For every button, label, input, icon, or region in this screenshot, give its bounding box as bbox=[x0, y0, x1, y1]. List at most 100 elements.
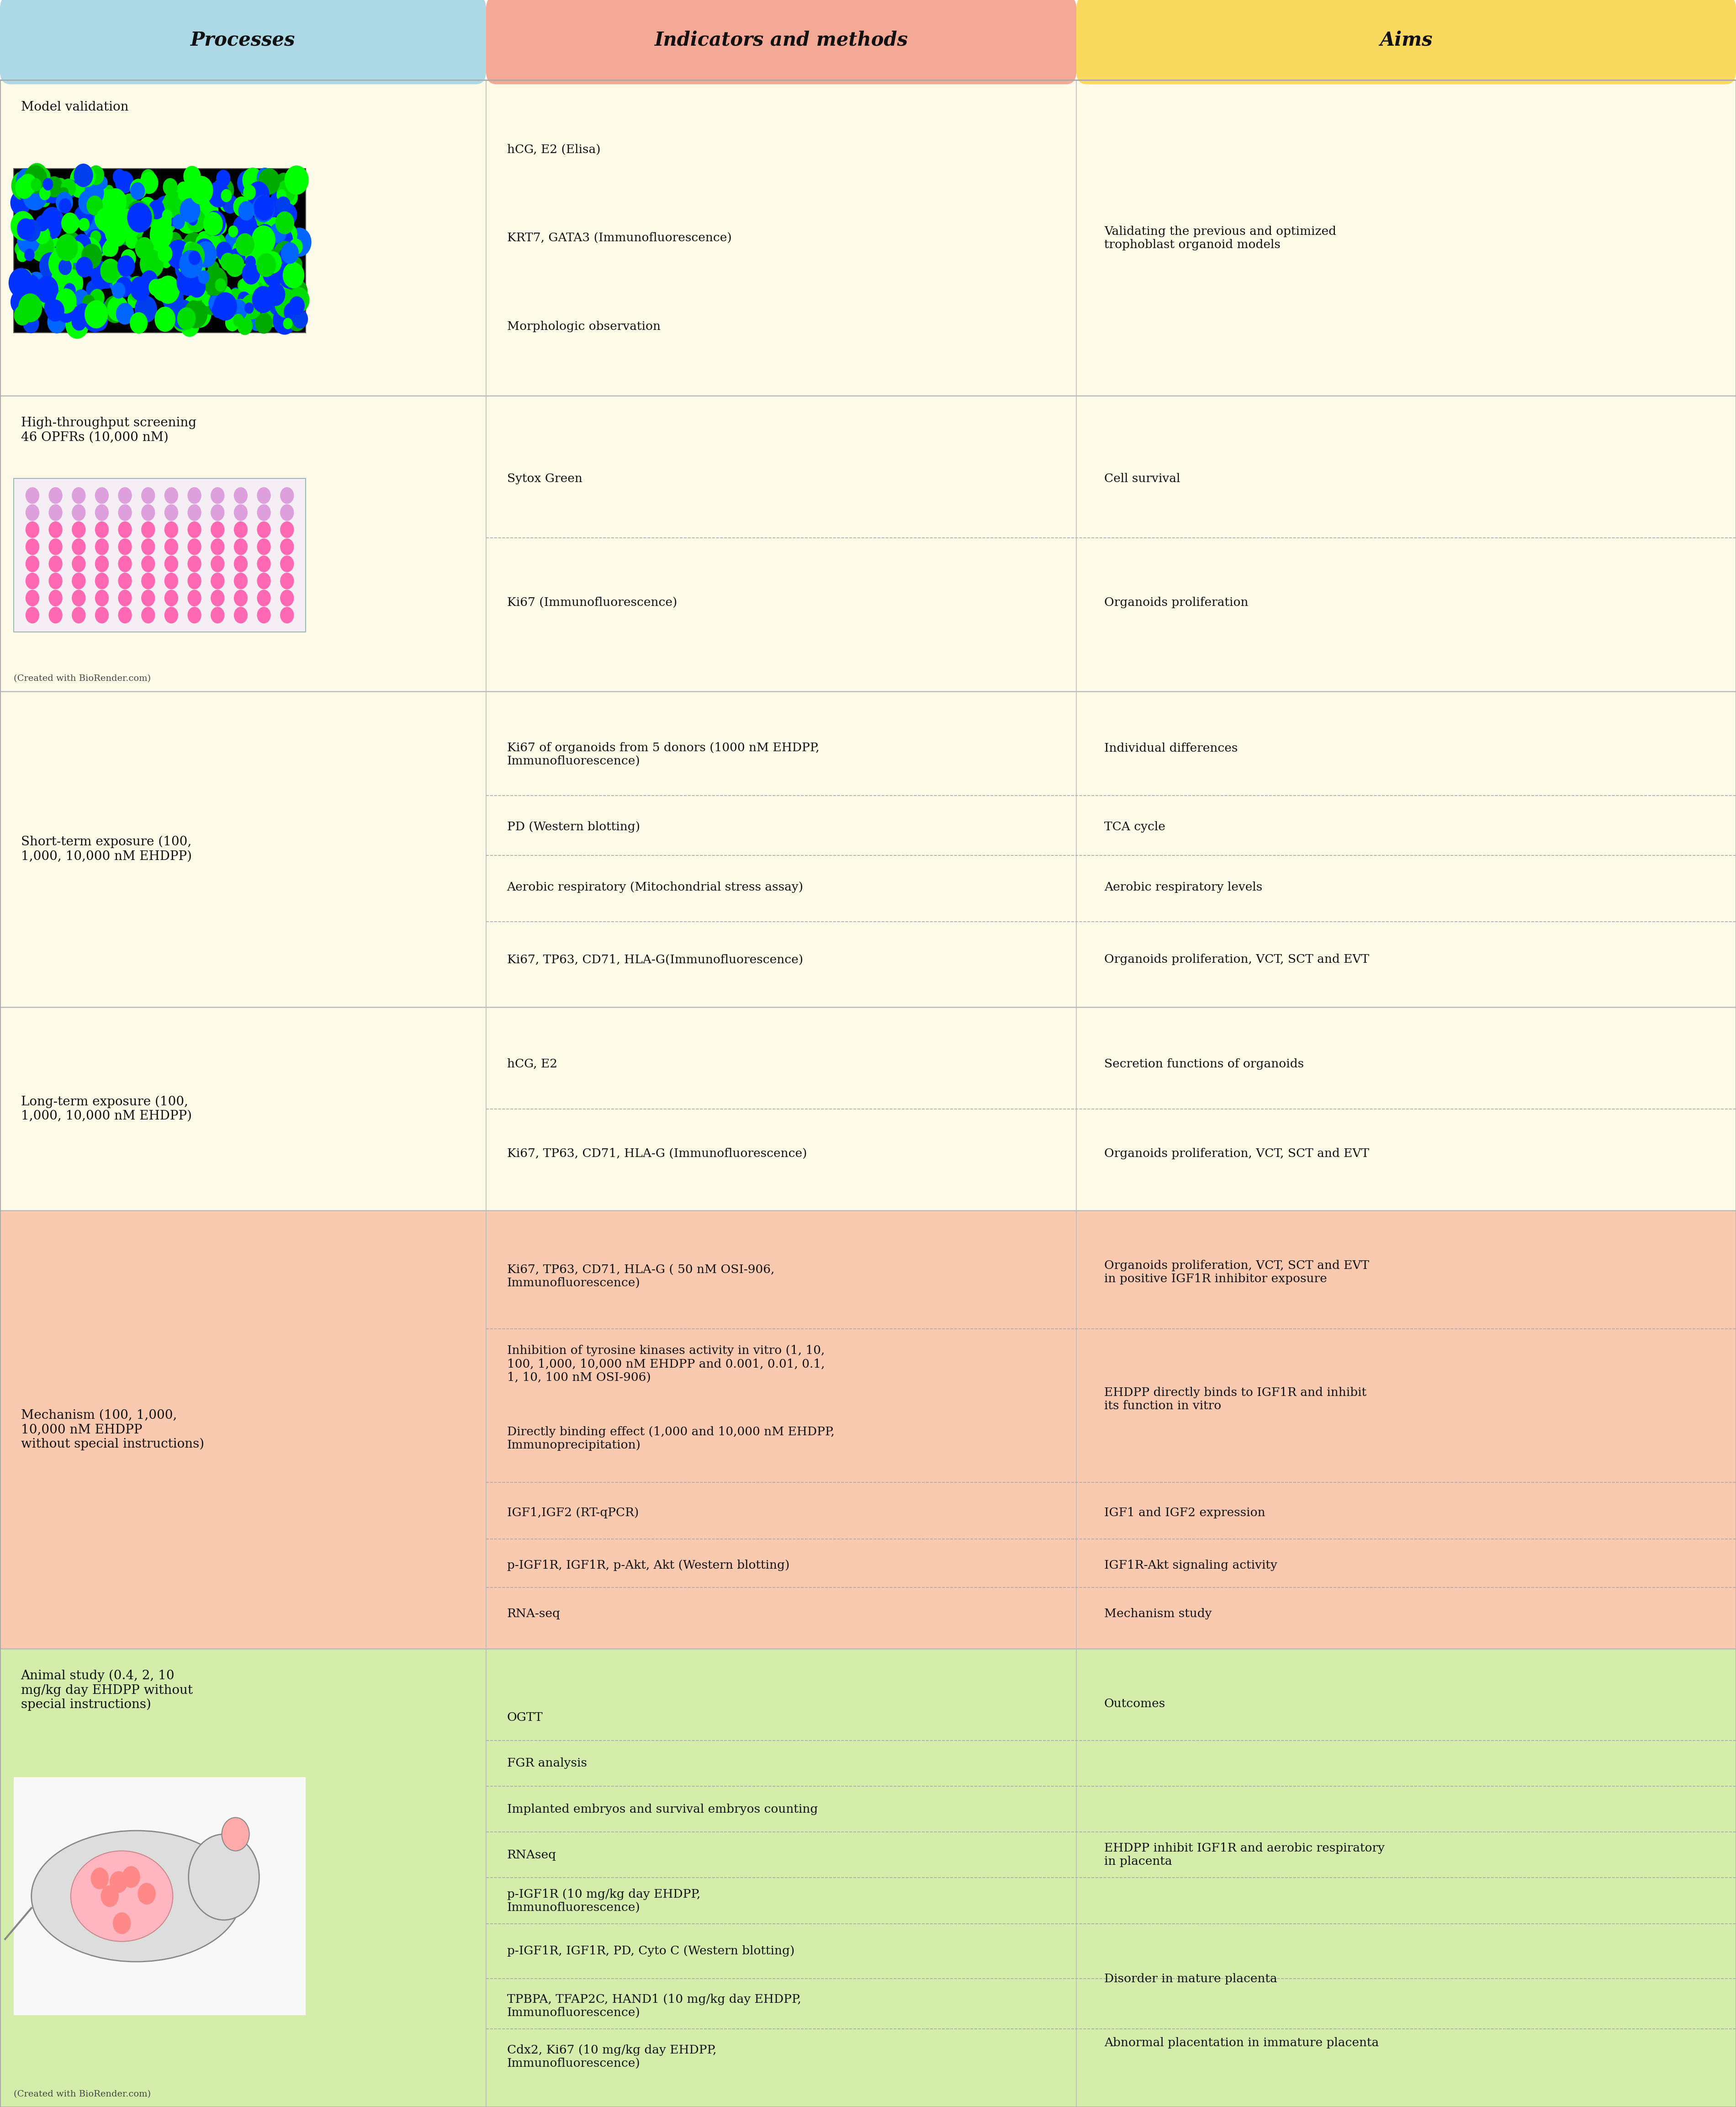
Circle shape bbox=[236, 234, 253, 255]
Circle shape bbox=[257, 539, 271, 554]
Circle shape bbox=[187, 607, 201, 624]
Circle shape bbox=[229, 299, 252, 327]
Circle shape bbox=[30, 232, 54, 261]
Circle shape bbox=[92, 228, 108, 249]
Circle shape bbox=[61, 213, 78, 234]
Circle shape bbox=[234, 573, 247, 590]
Circle shape bbox=[56, 299, 76, 322]
Circle shape bbox=[45, 177, 62, 196]
Circle shape bbox=[87, 196, 102, 215]
Circle shape bbox=[69, 166, 94, 194]
Circle shape bbox=[255, 202, 276, 225]
Text: Organoids proliferation, VCT, SCT and EVT: Organoids proliferation, VCT, SCT and EV… bbox=[1104, 954, 1370, 965]
Circle shape bbox=[220, 190, 231, 202]
Circle shape bbox=[276, 211, 293, 234]
Circle shape bbox=[257, 225, 267, 238]
Circle shape bbox=[264, 270, 274, 280]
Circle shape bbox=[196, 232, 212, 249]
Circle shape bbox=[187, 539, 201, 554]
Circle shape bbox=[288, 280, 307, 303]
Circle shape bbox=[104, 190, 127, 215]
Circle shape bbox=[167, 211, 181, 225]
Circle shape bbox=[278, 257, 300, 282]
Circle shape bbox=[90, 261, 108, 282]
Text: Organoids proliferation, VCT, SCT and EVT: Organoids proliferation, VCT, SCT and EV… bbox=[1104, 1148, 1370, 1159]
Circle shape bbox=[102, 242, 113, 257]
Circle shape bbox=[281, 556, 293, 571]
Circle shape bbox=[142, 487, 155, 504]
Circle shape bbox=[115, 209, 139, 238]
Circle shape bbox=[264, 228, 273, 238]
Text: RNA-seq: RNA-seq bbox=[507, 1608, 561, 1620]
Circle shape bbox=[177, 181, 189, 198]
Circle shape bbox=[73, 183, 83, 198]
Circle shape bbox=[212, 487, 224, 504]
Circle shape bbox=[215, 278, 226, 291]
Circle shape bbox=[267, 259, 286, 282]
Circle shape bbox=[234, 504, 247, 520]
Circle shape bbox=[45, 297, 59, 316]
Circle shape bbox=[104, 240, 118, 257]
Circle shape bbox=[75, 206, 94, 228]
Circle shape bbox=[161, 280, 175, 299]
Circle shape bbox=[187, 556, 201, 571]
Circle shape bbox=[127, 200, 149, 230]
Circle shape bbox=[66, 312, 89, 339]
Text: p-IGF1R, IGF1R, p-Akt, Akt (Western blotting): p-IGF1R, IGF1R, p-Akt, Akt (Western blot… bbox=[507, 1559, 790, 1572]
Text: OGTT: OGTT bbox=[507, 1711, 543, 1724]
Circle shape bbox=[142, 523, 155, 537]
Text: EHDPP directly binds to IGF1R and inhibit
its function in vitro: EHDPP directly binds to IGF1R and inhibi… bbox=[1104, 1386, 1366, 1412]
Circle shape bbox=[24, 230, 47, 257]
Circle shape bbox=[184, 297, 198, 314]
Circle shape bbox=[118, 590, 132, 607]
Bar bbox=[0, 1212, 1736, 1648]
Circle shape bbox=[36, 289, 50, 306]
Circle shape bbox=[59, 188, 68, 198]
Circle shape bbox=[75, 297, 94, 320]
Circle shape bbox=[281, 573, 293, 590]
Circle shape bbox=[78, 166, 95, 188]
Circle shape bbox=[269, 297, 285, 316]
Bar bbox=[14, 1776, 306, 2014]
Ellipse shape bbox=[71, 1850, 174, 1941]
Circle shape bbox=[187, 255, 203, 274]
Bar bbox=[0, 1007, 1736, 1212]
Circle shape bbox=[17, 228, 35, 249]
Circle shape bbox=[174, 310, 191, 331]
Circle shape bbox=[118, 504, 132, 520]
Circle shape bbox=[14, 306, 31, 324]
Text: (Created with BioRender.com): (Created with BioRender.com) bbox=[14, 2090, 151, 2099]
Circle shape bbox=[56, 234, 78, 261]
Circle shape bbox=[163, 209, 172, 221]
Circle shape bbox=[167, 232, 182, 251]
Circle shape bbox=[217, 242, 231, 261]
Circle shape bbox=[49, 249, 73, 278]
Circle shape bbox=[95, 232, 104, 242]
Circle shape bbox=[83, 215, 101, 236]
Bar bbox=[14, 169, 306, 333]
Circle shape bbox=[257, 556, 271, 571]
Circle shape bbox=[189, 1835, 259, 1919]
Circle shape bbox=[87, 232, 109, 257]
Circle shape bbox=[247, 259, 259, 274]
Text: PD (Western blotting): PD (Western blotting) bbox=[507, 822, 641, 832]
Circle shape bbox=[187, 590, 201, 607]
Circle shape bbox=[52, 289, 75, 316]
Text: IGF1 and IGF2 expression: IGF1 and IGF2 expression bbox=[1104, 1507, 1266, 1519]
Circle shape bbox=[132, 209, 142, 221]
Text: IGF1,IGF2 (RT-qPCR): IGF1,IGF2 (RT-qPCR) bbox=[507, 1507, 639, 1519]
Circle shape bbox=[281, 523, 293, 537]
Circle shape bbox=[56, 289, 76, 314]
Circle shape bbox=[16, 242, 28, 257]
Circle shape bbox=[19, 177, 43, 206]
Circle shape bbox=[106, 219, 127, 247]
Circle shape bbox=[104, 295, 127, 322]
Circle shape bbox=[229, 299, 247, 320]
Circle shape bbox=[165, 539, 177, 554]
Circle shape bbox=[281, 504, 293, 520]
Text: Model validation: Model validation bbox=[21, 101, 128, 114]
Circle shape bbox=[214, 293, 236, 320]
Circle shape bbox=[187, 299, 212, 327]
Circle shape bbox=[252, 196, 274, 221]
Circle shape bbox=[10, 291, 30, 314]
